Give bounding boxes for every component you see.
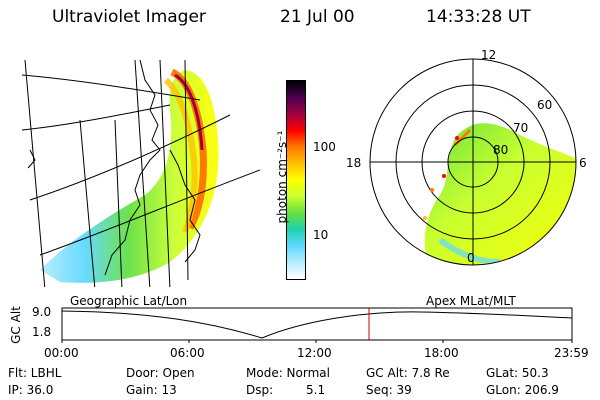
colorbar-tick-100: 100: [313, 140, 336, 154]
altitude-ytick-min: 1.8: [32, 325, 52, 339]
mlt-label-0: 0: [467, 251, 475, 265]
lat-label-80: 80: [493, 143, 509, 157]
altitude-ytick-max: 9.0: [32, 305, 52, 319]
geographic-label: Geographic Lat/Lon: [70, 294, 188, 308]
mlt-label-6: 6: [579, 156, 587, 170]
info-mode: Mode: Normal: [246, 366, 330, 380]
info-gain: Gain: 13: [126, 383, 177, 397]
altitude-xtick-0600: 06:00: [170, 346, 205, 360]
info-gcalt: GC Alt: 7.8 Re: [366, 366, 450, 380]
lat-label-70: 70: [513, 121, 529, 135]
info-flt: Flt: LBHL: [8, 366, 62, 380]
altitude-xtick-2359: 23:59: [554, 346, 589, 360]
colorbar-gradient: [286, 80, 306, 280]
altitude-ylabel: GC Alt: [9, 306, 23, 344]
apex-label: Apex MLat/MLT: [426, 294, 516, 308]
date-label: 21 Jul 00: [280, 7, 355, 27]
info-door: Door: Open: [126, 366, 195, 380]
lat-label-60: 60: [537, 98, 553, 112]
info-seq: Seq: 39: [366, 383, 412, 397]
time-label: 14:33:28 UT: [426, 7, 531, 27]
info-glon: GLon: 206.9: [486, 383, 559, 397]
info-glat: GLat: 50.3: [486, 366, 549, 380]
altitude-xtick-1200: 12:00: [297, 346, 332, 360]
mlt-label-12: 12: [481, 48, 497, 62]
altitude-xtick-0000: 00:00: [44, 346, 79, 360]
colorbar-tick-10: 10: [313, 228, 329, 242]
page-title: Ultraviolet Imager: [52, 7, 206, 27]
altitude-xtick-1800: 18:00: [424, 346, 459, 360]
info-ip: IP: 36.0: [8, 383, 54, 397]
mlt-label-18: 18: [346, 156, 362, 170]
info-dsp-value: 5.1: [306, 383, 326, 397]
info-dsp-label: Dsp:: [246, 383, 274, 397]
colorbar: [286, 80, 306, 280]
